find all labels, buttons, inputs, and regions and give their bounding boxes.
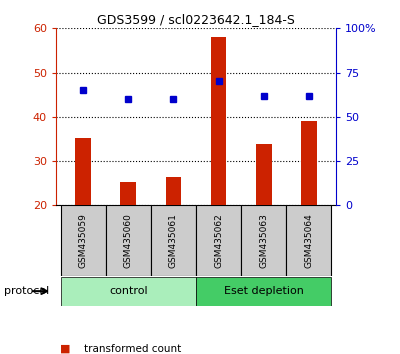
Text: GSM435064: GSM435064 xyxy=(304,213,314,268)
Bar xyxy=(211,37,226,205)
Text: GSM435060: GSM435060 xyxy=(124,213,133,268)
Text: GSM435059: GSM435059 xyxy=(78,213,88,268)
Bar xyxy=(151,205,196,276)
Text: GSM435062: GSM435062 xyxy=(214,213,223,268)
Text: GSM435063: GSM435063 xyxy=(259,213,268,268)
Bar xyxy=(75,138,91,205)
Bar xyxy=(196,277,332,306)
Bar xyxy=(241,205,286,276)
Bar xyxy=(60,205,106,276)
Text: control: control xyxy=(109,286,148,296)
Bar xyxy=(301,121,317,205)
Bar xyxy=(196,205,241,276)
Text: transformed count: transformed count xyxy=(84,344,181,354)
Bar xyxy=(166,177,181,205)
Text: ■: ■ xyxy=(60,344,70,354)
Bar xyxy=(286,205,332,276)
Bar xyxy=(106,205,151,276)
Bar xyxy=(256,144,272,205)
Text: Eset depletion: Eset depletion xyxy=(224,286,304,296)
Bar xyxy=(120,182,136,205)
Bar xyxy=(60,277,196,306)
Title: GDS3599 / scl0223642.1_184-S: GDS3599 / scl0223642.1_184-S xyxy=(97,13,295,26)
Text: protocol: protocol xyxy=(4,286,49,296)
Text: GSM435061: GSM435061 xyxy=(169,213,178,268)
